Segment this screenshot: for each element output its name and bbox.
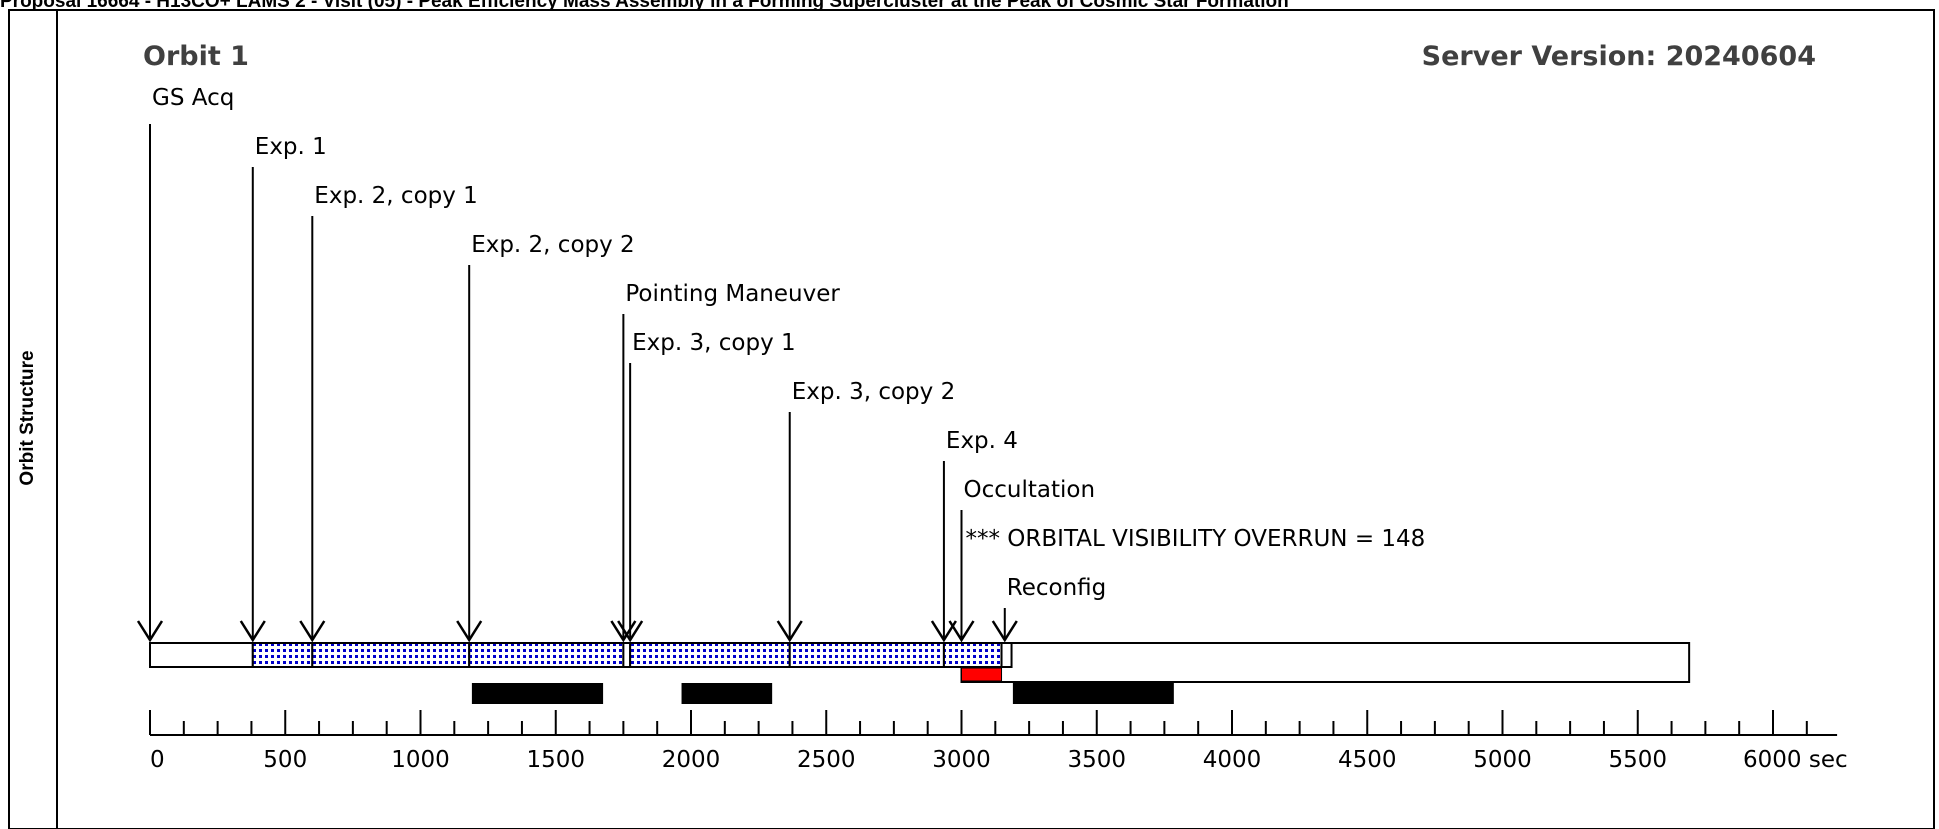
event-arrow-reconfig	[991, 620, 1018, 643]
event-label-pointing-maneuver: Pointing Maneuver	[625, 281, 840, 307]
x-tick-label: 4000	[1203, 747, 1262, 773]
event-label-exp-2-copy-2: Exp. 2, copy 2	[471, 232, 635, 258]
activity-bar-8	[942, 642, 1003, 668]
event-label-exp-2-copy-1: Exp. 2, copy 1	[314, 183, 478, 209]
x-tick-label: 5000	[1473, 747, 1532, 773]
black-bar-1	[471, 683, 604, 704]
x-tick-label: 2500	[797, 747, 856, 773]
event-label-reconfig: Reconfig	[1007, 575, 1106, 601]
x-tick-label: 1000	[391, 747, 450, 773]
black-bar-2	[681, 683, 773, 704]
event-label-orbital-visibility-overrun-148: *** ORBITAL VISIBILITY OVERRUN = 148	[966, 526, 1426, 552]
x-tick-label: 3000	[932, 747, 991, 773]
x-tick-label: 4500	[1338, 747, 1397, 773]
event-label-gs-acq: GS Acq	[152, 85, 234, 111]
x-tick-label: 500	[263, 747, 307, 773]
event-arrow-exp-2-copy-1	[299, 620, 326, 643]
activity-bar-1	[149, 642, 254, 668]
event-arrow-exp-4	[930, 620, 957, 643]
x-tick-label: 6000 sec	[1743, 747, 1848, 773]
event-arrow-exp-3-copy-2	[776, 620, 803, 643]
activity-bar-5	[622, 642, 632, 668]
x-tick-label: 5500	[1608, 747, 1667, 773]
event-arrow-gs-acq	[136, 620, 164, 643]
activity-bar-4	[468, 642, 625, 668]
activity-bar-7	[788, 642, 945, 668]
orbit-title: Orbit 1	[143, 41, 249, 72]
event-label-occultation: Occultation	[964, 477, 1096, 503]
visibility-window-box	[960, 642, 1691, 683]
x-tick-label: 2000	[662, 747, 721, 773]
x-tick-label: 0	[150, 747, 165, 773]
server-version: Server Version: 20240604	[1422, 41, 1816, 72]
black-bar-3	[1012, 683, 1174, 704]
x-tick-label: 1500	[526, 747, 585, 773]
event-label-exp-1: Exp. 1	[255, 134, 327, 160]
activity-bar-6	[629, 642, 791, 668]
event-label-exp-4: Exp. 4	[946, 428, 1018, 454]
event-label-exp-3-copy-1: Exp. 3, copy 1	[632, 330, 796, 356]
event-arrow-pointing-maneuver	[610, 620, 637, 643]
x-tick-label: 3500	[1067, 747, 1126, 773]
event-arrow-exp-2-copy-2	[456, 620, 483, 643]
event-arrow-exp-1	[239, 620, 266, 643]
event-label-exp-3-copy-2: Exp. 3, copy 2	[792, 379, 956, 405]
plot-area: GS Acq Exp. 1 Exp. 2, copy 1 Exp. 2, copy 2…	[136, 85, 1848, 773]
overrun-bar	[961, 667, 1003, 682]
event-arrow-exp-3-copy-1	[617, 620, 644, 643]
side-label: Orbit Structure	[17, 350, 38, 485]
activity-bar-9	[1000, 642, 1013, 668]
event-arrow-occultation	[948, 620, 975, 643]
outer-frame	[8, 9, 1935, 829]
activity-bar-3	[311, 642, 471, 668]
activity-bar-2	[251, 642, 314, 668]
